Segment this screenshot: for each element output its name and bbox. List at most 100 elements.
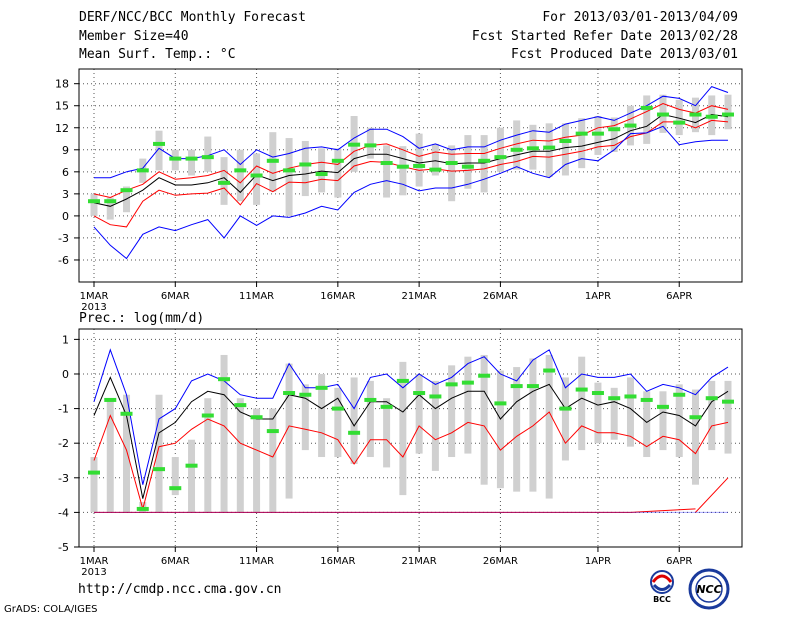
ensemble-box <box>106 398 114 513</box>
ensemble-box <box>188 439 196 513</box>
obs-marker <box>478 158 491 163</box>
mean-line <box>93 113 729 207</box>
x-tick-label: 26MAR <box>483 291 518 302</box>
obs-marker <box>429 394 442 399</box>
obs-marker <box>526 384 539 389</box>
obs-marker <box>673 120 686 125</box>
ncc-logo-text: NCC <box>696 583 721 596</box>
ensemble-box <box>561 123 569 176</box>
obs-marker <box>705 396 718 401</box>
obs-marker <box>640 397 653 402</box>
min-segment <box>630 508 696 513</box>
ensemble-box <box>643 391 651 458</box>
y-tick-label: -2 <box>58 437 69 450</box>
ensemble-box <box>626 377 634 447</box>
ensemble-box <box>220 354 228 513</box>
obs-marker <box>396 378 409 383</box>
obs-marker <box>689 112 702 117</box>
x-tick-label: 11MAR <box>239 556 274 567</box>
x-tick-label: 16MAR <box>320 291 355 302</box>
ensemble-box <box>448 365 456 458</box>
obs-marker <box>559 138 572 143</box>
ensemble-box <box>253 408 261 513</box>
obs-marker <box>591 131 604 136</box>
obs-marker <box>689 415 702 420</box>
ensemble-box <box>415 373 423 454</box>
min-segment <box>695 477 729 513</box>
ensemble-box <box>285 363 293 499</box>
ensemble-box <box>415 133 423 187</box>
ensemble-box <box>724 94 732 130</box>
ensemble-box <box>724 380 732 454</box>
obs-marker <box>526 146 539 151</box>
ensemble-box <box>383 398 391 468</box>
ensemble-box <box>513 367 521 492</box>
obs-marker <box>218 180 231 185</box>
obs-marker <box>201 413 214 418</box>
y-tick-label: 12 <box>55 122 69 135</box>
grads-credit: GrADS: COLA/IGES <box>4 604 98 615</box>
plot-frame <box>78 68 743 283</box>
obs-marker <box>136 168 149 173</box>
produced-date: Fcst Produced Date 2013/03/01 <box>511 47 738 62</box>
bcc-logo: BCC <box>642 568 682 604</box>
obs-marker <box>331 158 344 163</box>
obs-marker <box>656 404 669 409</box>
obs-marker <box>461 380 474 385</box>
obs-marker <box>315 385 328 390</box>
obs-marker <box>722 112 734 117</box>
y-tick-label: 0 <box>62 368 69 381</box>
x-tick-label: 11MAR <box>239 291 274 302</box>
obs-marker <box>656 112 669 117</box>
y-tick-label: -1 <box>58 403 69 416</box>
ensemble-box <box>675 384 683 458</box>
obs-marker <box>364 143 377 148</box>
ensemble-box <box>155 130 163 171</box>
x-tick-label: 21MAR <box>402 291 437 302</box>
y-tick-label: 6 <box>62 166 69 179</box>
x-tick-label: 6APR <box>666 556 692 567</box>
ensemble-box <box>496 127 504 172</box>
y-tick-label: 1 <box>62 333 69 346</box>
x-tick-label: 21MAR <box>402 556 437 567</box>
obs-marker <box>88 470 100 475</box>
obs-marker <box>169 156 182 161</box>
obs-marker <box>445 382 458 387</box>
plot-frame <box>78 328 743 548</box>
ensemble-box <box>383 145 391 198</box>
y-tick-label: -3 <box>58 232 69 245</box>
x-year-label: 2013 <box>81 302 106 313</box>
source-url: http://cmdp.ncc.cma.gov.cn <box>78 582 282 597</box>
ensemble-box <box>480 135 488 193</box>
ensemble-box <box>318 373 326 458</box>
prec-label: Prec.: log(mm/d) <box>79 311 205 326</box>
obs-marker <box>348 430 361 435</box>
obs-marker <box>413 163 426 168</box>
obs-marker <box>461 164 474 169</box>
obs-marker <box>624 123 637 128</box>
forecast-period: For 2013/03/01-2013/04/09 <box>542 10 738 25</box>
max-line <box>94 86 729 179</box>
ensemble-box <box>301 384 309 451</box>
x-tick-label: 26MAR <box>483 556 518 567</box>
obs-marker <box>640 105 653 110</box>
obs-marker <box>510 147 523 152</box>
ensemble-box <box>269 408 277 513</box>
ensemble-box <box>578 118 586 169</box>
ensemble-box <box>204 398 212 513</box>
ensemble-box <box>123 394 131 513</box>
obs-marker <box>396 164 409 169</box>
ensemble-box <box>366 380 374 458</box>
x-tick-label: 16MAR <box>320 556 355 567</box>
obs-marker <box>575 131 588 136</box>
obs-marker <box>283 168 296 173</box>
ensemble-box <box>464 135 472 189</box>
obs-marker <box>364 397 377 402</box>
ensemble-box <box>561 377 569 461</box>
ensemble-box <box>285 138 293 216</box>
obs-marker <box>673 392 686 397</box>
ensemble-box <box>545 354 553 499</box>
obs-marker <box>413 391 426 396</box>
